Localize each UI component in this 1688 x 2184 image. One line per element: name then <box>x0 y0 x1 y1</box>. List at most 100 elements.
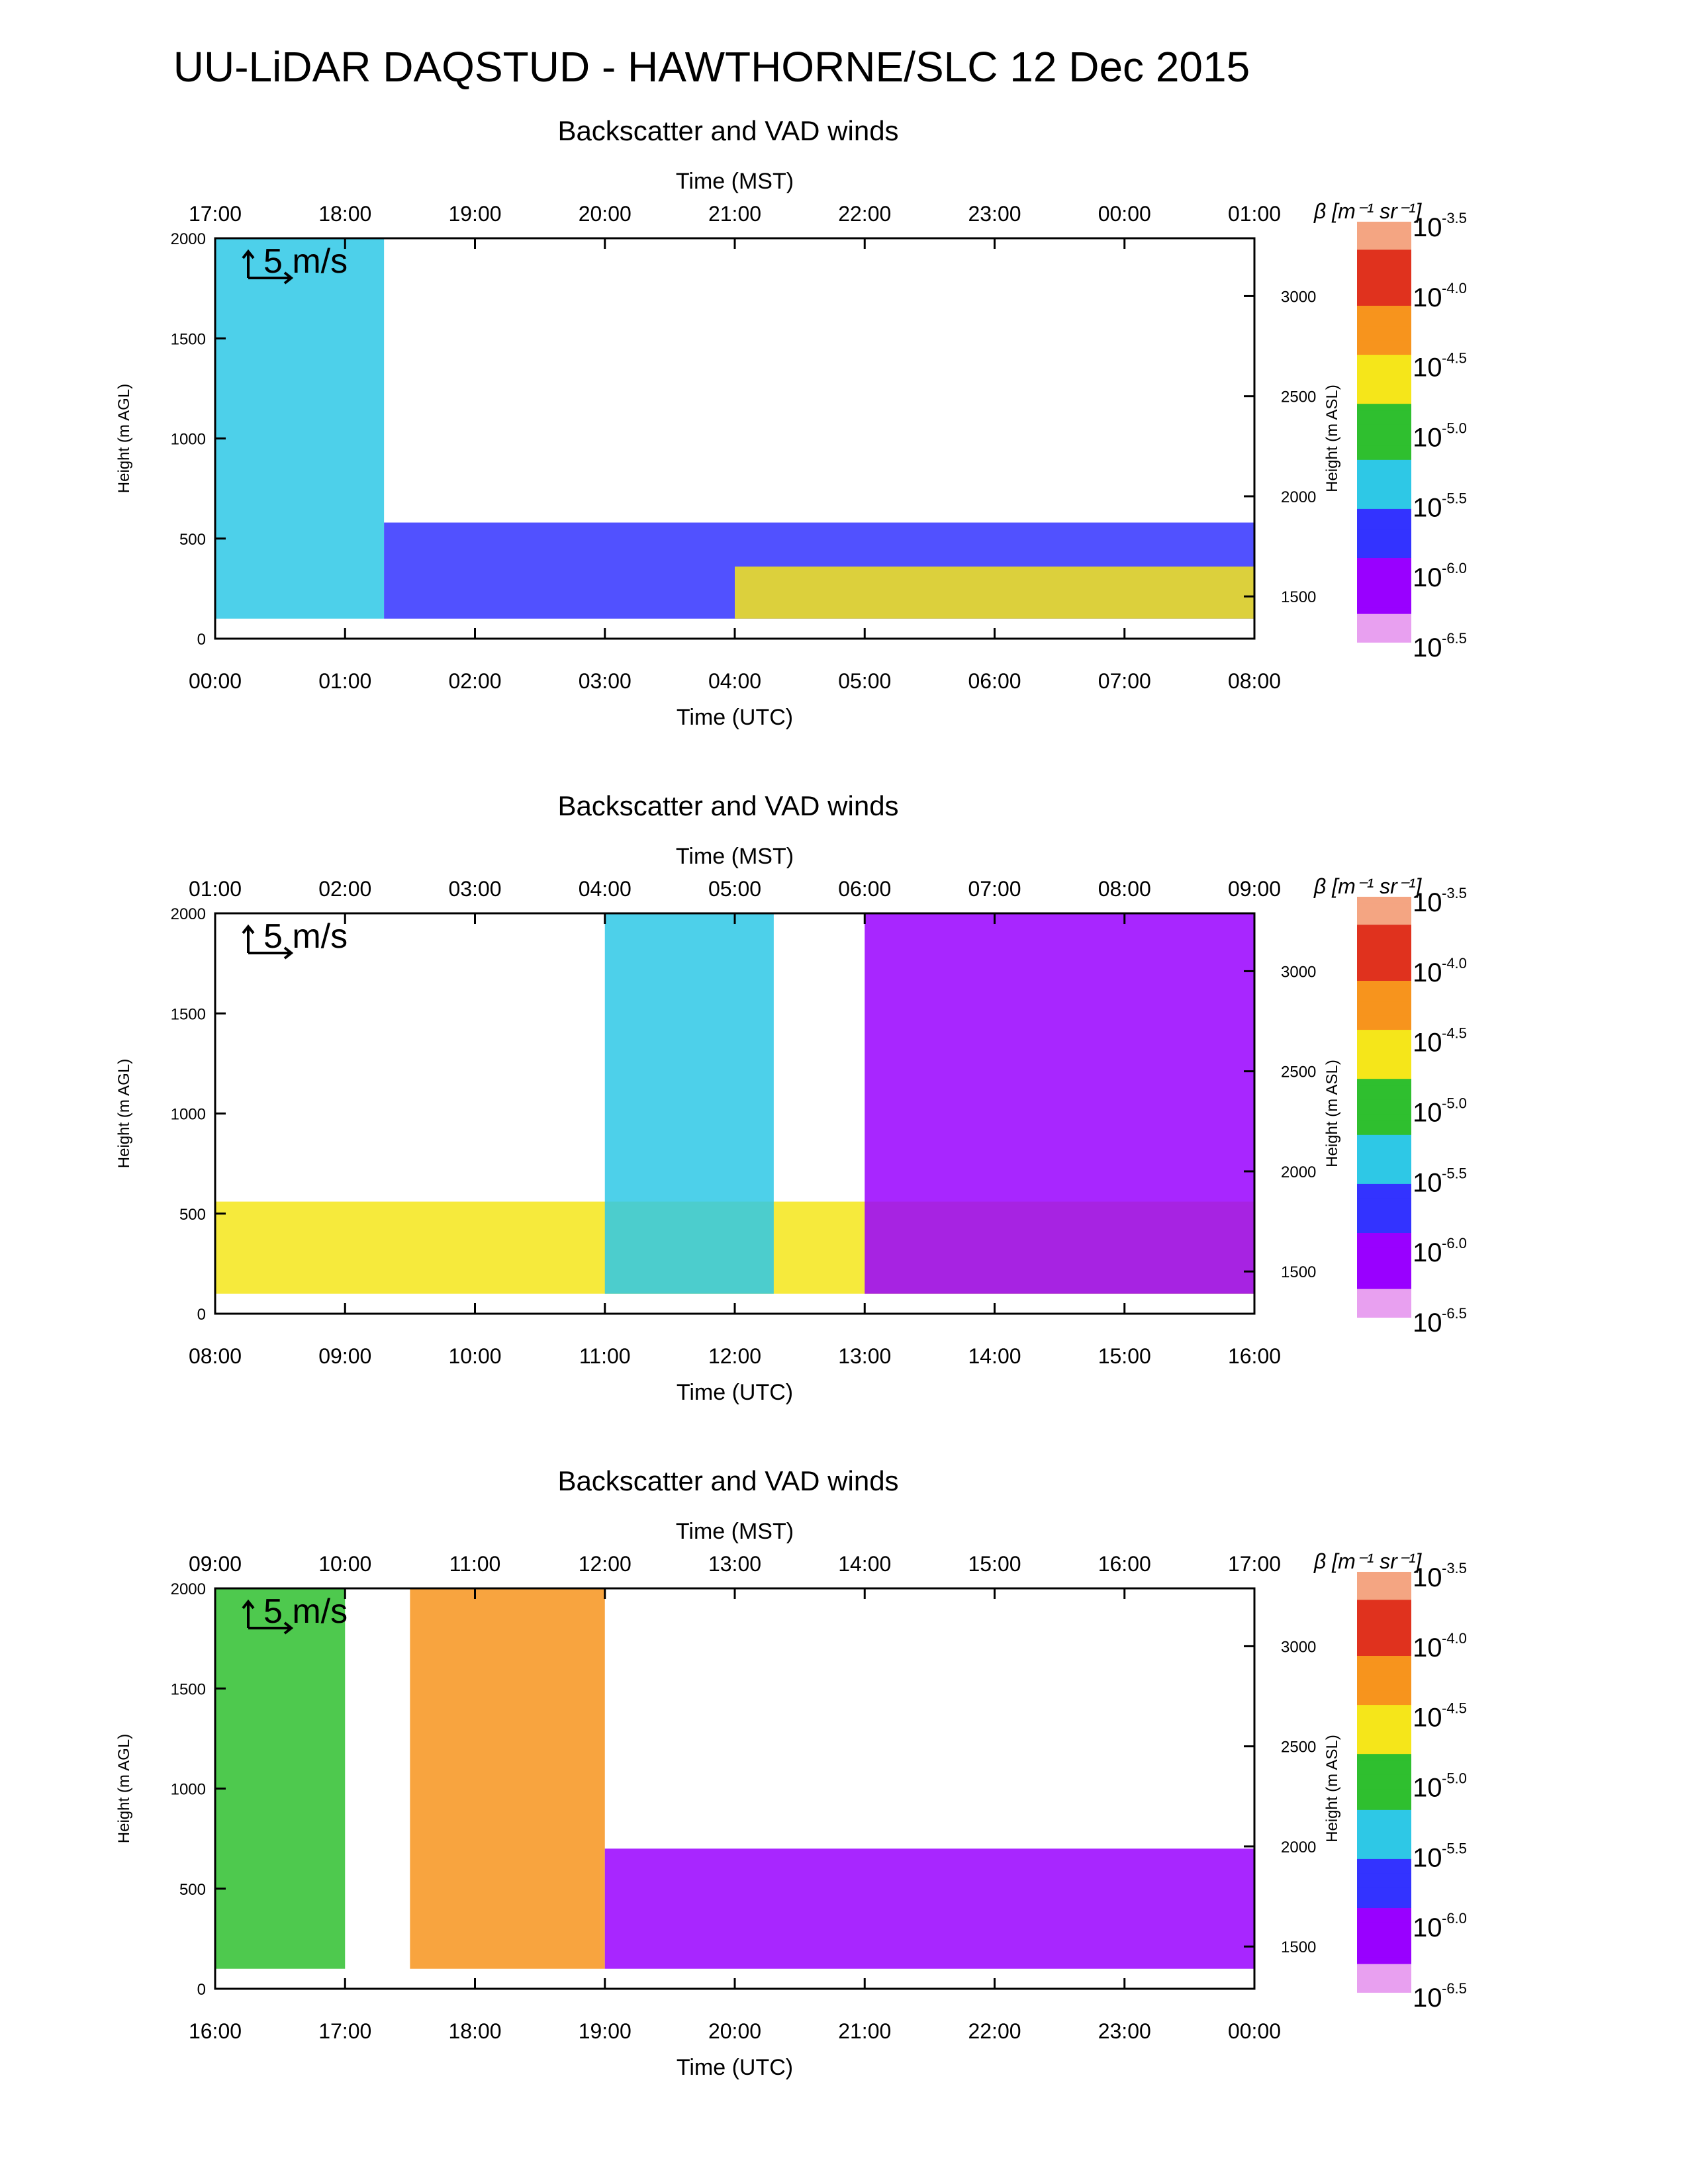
x-tick-label: 09:00 <box>318 1344 371 1368</box>
top-tick-label: 10:00 <box>318 1552 371 1576</box>
colorbar-base: 10 <box>1413 1563 1442 1592</box>
colorbar-segment <box>1357 1289 1411 1297</box>
colorbar-segment <box>1357 1614 1411 1622</box>
colorbar-segment <box>1357 1747 1411 1755</box>
colorbar-segment <box>1357 1908 1411 1916</box>
colorbar-segment <box>1357 1592 1411 1601</box>
top-tick-label: 19:00 <box>448 202 501 226</box>
colorbar-exponent: -4.5 <box>1442 1700 1467 1717</box>
colorbar-segment <box>1357 418 1411 426</box>
colorbar-segment <box>1357 361 1411 370</box>
colorbar-segment <box>1357 1789 1411 1797</box>
top-tick-label: 09:00 <box>1228 877 1281 901</box>
top-tick-label: 18:00 <box>318 202 371 226</box>
colorbar-base: 10 <box>1413 633 1442 662</box>
y-axis-label: Height (m AGL) <box>115 1734 133 1843</box>
top-tick-label: 13:00 <box>708 1552 761 1576</box>
colorbar-segment <box>1357 1887 1411 1895</box>
backscatter-region <box>604 913 774 1294</box>
colorbar-segment <box>1357 228 1411 237</box>
colorbar-segment <box>1357 1120 1411 1129</box>
y2-tick-label: 3000 <box>1281 963 1316 981</box>
top-tick-label: 21:00 <box>708 202 761 226</box>
colorbar-segment <box>1357 1261 1411 1269</box>
colorbar-segment <box>1357 250 1411 257</box>
colorbar-segment <box>1357 946 1411 954</box>
colorbar-segment <box>1357 1964 1411 1972</box>
colorbar-segment <box>1357 1768 1411 1776</box>
x-tick-label: 16:00 <box>1228 1344 1281 1368</box>
colorbar-segment <box>1357 1578 1411 1587</box>
colorbar-label: β [m⁻¹ sr⁻¹] <box>1313 1549 1422 1573</box>
colorbar-segment <box>1357 222 1411 230</box>
colorbar-segment <box>1357 1191 1411 1199</box>
colorbar-segment <box>1357 1600 1411 1608</box>
colorbar-segment <box>1357 1156 1411 1164</box>
top-tick-label: 01:00 <box>1228 202 1281 226</box>
colorbar-segment <box>1357 578 1411 587</box>
colorbar-segment <box>1357 502 1411 510</box>
colorbar-base: 10 <box>1413 958 1442 987</box>
y2-tick-label: 1500 <box>1281 588 1316 606</box>
colorbar-segment <box>1357 1690 1411 1699</box>
colorbar-segment <box>1357 1725 1411 1734</box>
x-tick-label: 04:00 <box>708 669 761 693</box>
colorbar-segment <box>1357 306 1411 314</box>
colorbar-segment <box>1357 1733 1411 1741</box>
colorbar-segment <box>1357 1065 1411 1073</box>
x-tick-label: 14:00 <box>968 1344 1021 1368</box>
backscatter-field <box>215 238 1254 619</box>
colorbar-segment <box>1357 1036 1411 1045</box>
top-tick-label: 07:00 <box>968 877 1021 901</box>
colorbar-segment <box>1357 1572 1411 1580</box>
colorbar-segment <box>1357 508 1411 517</box>
y-axis-label: Height (m AGL) <box>115 1059 133 1168</box>
colorbar-segment <box>1357 1852 1411 1860</box>
colorbar-segment <box>1357 1901 1411 1909</box>
colorbar: 10 -3.510 -4.010 -4.510 -5.010 -5.510 -6.010 -6… <box>1357 210 1467 662</box>
colorbar-exponent: -6.0 <box>1442 1235 1467 1251</box>
top-tick-label: 01:00 <box>189 877 242 901</box>
backscatter-region <box>215 238 385 619</box>
colorbar-segment <box>1357 1838 1411 1846</box>
x-tick-label: 11:00 <box>579 1344 631 1368</box>
colorbar-segment <box>1357 334 1411 341</box>
scale-arrow: 5 m/s <box>242 242 348 285</box>
colorbar-base: 10 <box>1413 1168 1442 1197</box>
colorbar-segment <box>1357 291 1411 300</box>
colorbar-segment <box>1357 1169 1411 1178</box>
colorbar-segment <box>1357 995 1411 1003</box>
colorbar-segment <box>1357 551 1411 559</box>
colorbar-segment <box>1357 1134 1411 1143</box>
colorbar-segment <box>1357 614 1411 622</box>
colorbar-segment <box>1357 1978 1411 1986</box>
colorbar-exponent: -4.5 <box>1442 1025 1467 1042</box>
colorbar-segment <box>1357 1282 1411 1290</box>
colorbar-segment <box>1357 1177 1411 1185</box>
main-title: UU-LiDAR DAQSTUD - HAWTHORNE/SLC 12 Dec … <box>173 43 1250 91</box>
scale-arrow: 5 m/s <box>242 1592 348 1635</box>
colorbar-segment <box>1357 474 1411 482</box>
top-axis-label: Time (MST) <box>676 1519 794 1544</box>
colorbar-segment <box>1357 1015 1411 1024</box>
colorbar-segment <box>1357 459 1411 468</box>
colorbar-segment <box>1357 320 1411 328</box>
colorbar-label: β [m⁻¹ sr⁻¹] <box>1313 874 1422 898</box>
colorbar-segment <box>1357 453 1411 461</box>
x-tick-label: 05:00 <box>838 669 891 693</box>
colorbar-segment <box>1357 1044 1411 1052</box>
x-tick-label: 19:00 <box>579 2019 632 2043</box>
y2-tick-label: 3000 <box>1281 1638 1316 1656</box>
x-tick-label: 00:00 <box>189 669 242 693</box>
colorbar-segment <box>1357 903 1411 912</box>
top-tick-label: 02:00 <box>318 877 371 901</box>
y2-axis-label: Height (m ASL) <box>1323 1060 1341 1167</box>
colorbar-segment <box>1357 1670 1411 1678</box>
top-tick-label: 22:00 <box>838 202 891 226</box>
x-tick-label: 18:00 <box>448 2019 501 2043</box>
y-tick-label: 1500 <box>171 330 206 348</box>
colorbar-base: 10 <box>1413 1913 1442 1942</box>
colorbar-segment <box>1357 1922 1411 1930</box>
colorbar-segment <box>1357 1824 1411 1832</box>
colorbar-base: 10 <box>1413 1099 1442 1128</box>
